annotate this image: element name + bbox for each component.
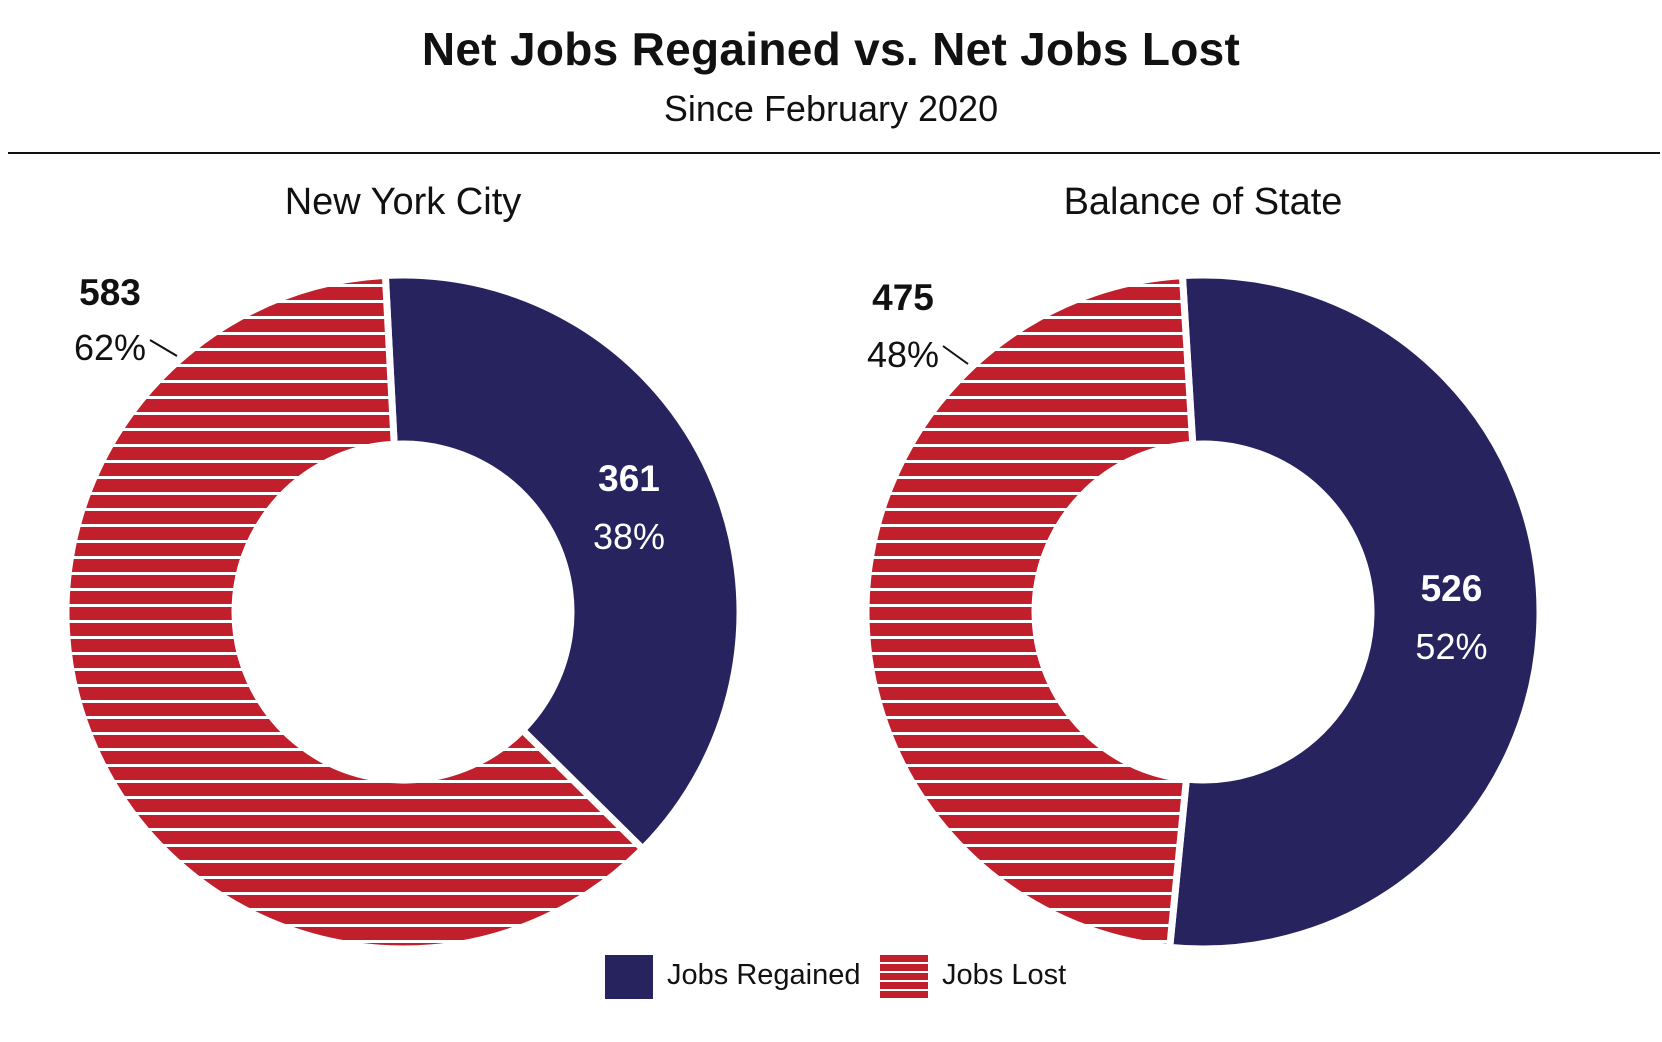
donut-slice-regained	[381, 271, 744, 854]
leader-line	[942, 345, 969, 365]
donut-slice-lost	[862, 271, 1197, 952]
donut-slice-lost	[62, 271, 648, 953]
legend: Jobs Regained Jobs Lost	[605, 955, 1067, 1003]
data-label-percent: 48%	[867, 334, 939, 375]
panel-title-1: Balance of State	[1064, 181, 1343, 223]
donut-chart-0: New York City 361 38% 583 62%	[62, 181, 744, 953]
data-label-percent: 38%	[593, 516, 665, 557]
data-label-value: 361	[598, 458, 660, 499]
legend-swatch-lost	[880, 955, 928, 999]
data-label-value: 475	[872, 277, 934, 318]
donut-chart-1: Balance of State 526 52% 475 48%	[862, 181, 1544, 953]
leader-line	[149, 339, 178, 357]
panel-title-0: New York City	[285, 181, 522, 223]
legend-label-lost: Jobs Lost	[942, 959, 1067, 991]
data-label-value: 583	[79, 272, 141, 313]
chart-title: Net Jobs Regained vs. Net Jobs Lost	[421, 23, 1241, 75]
title-divider	[8, 152, 1660, 154]
data-label-value: 526	[1421, 568, 1483, 609]
donut-slice-regained	[1165, 271, 1544, 953]
legend-swatch-regained	[605, 955, 653, 999]
data-label-percent: 62%	[74, 327, 146, 368]
data-label-percent: 52%	[1415, 626, 1487, 667]
legend-label-regained: Jobs Regained	[667, 959, 861, 991]
chart-subtitle: Since February 2020	[663, 88, 999, 129]
